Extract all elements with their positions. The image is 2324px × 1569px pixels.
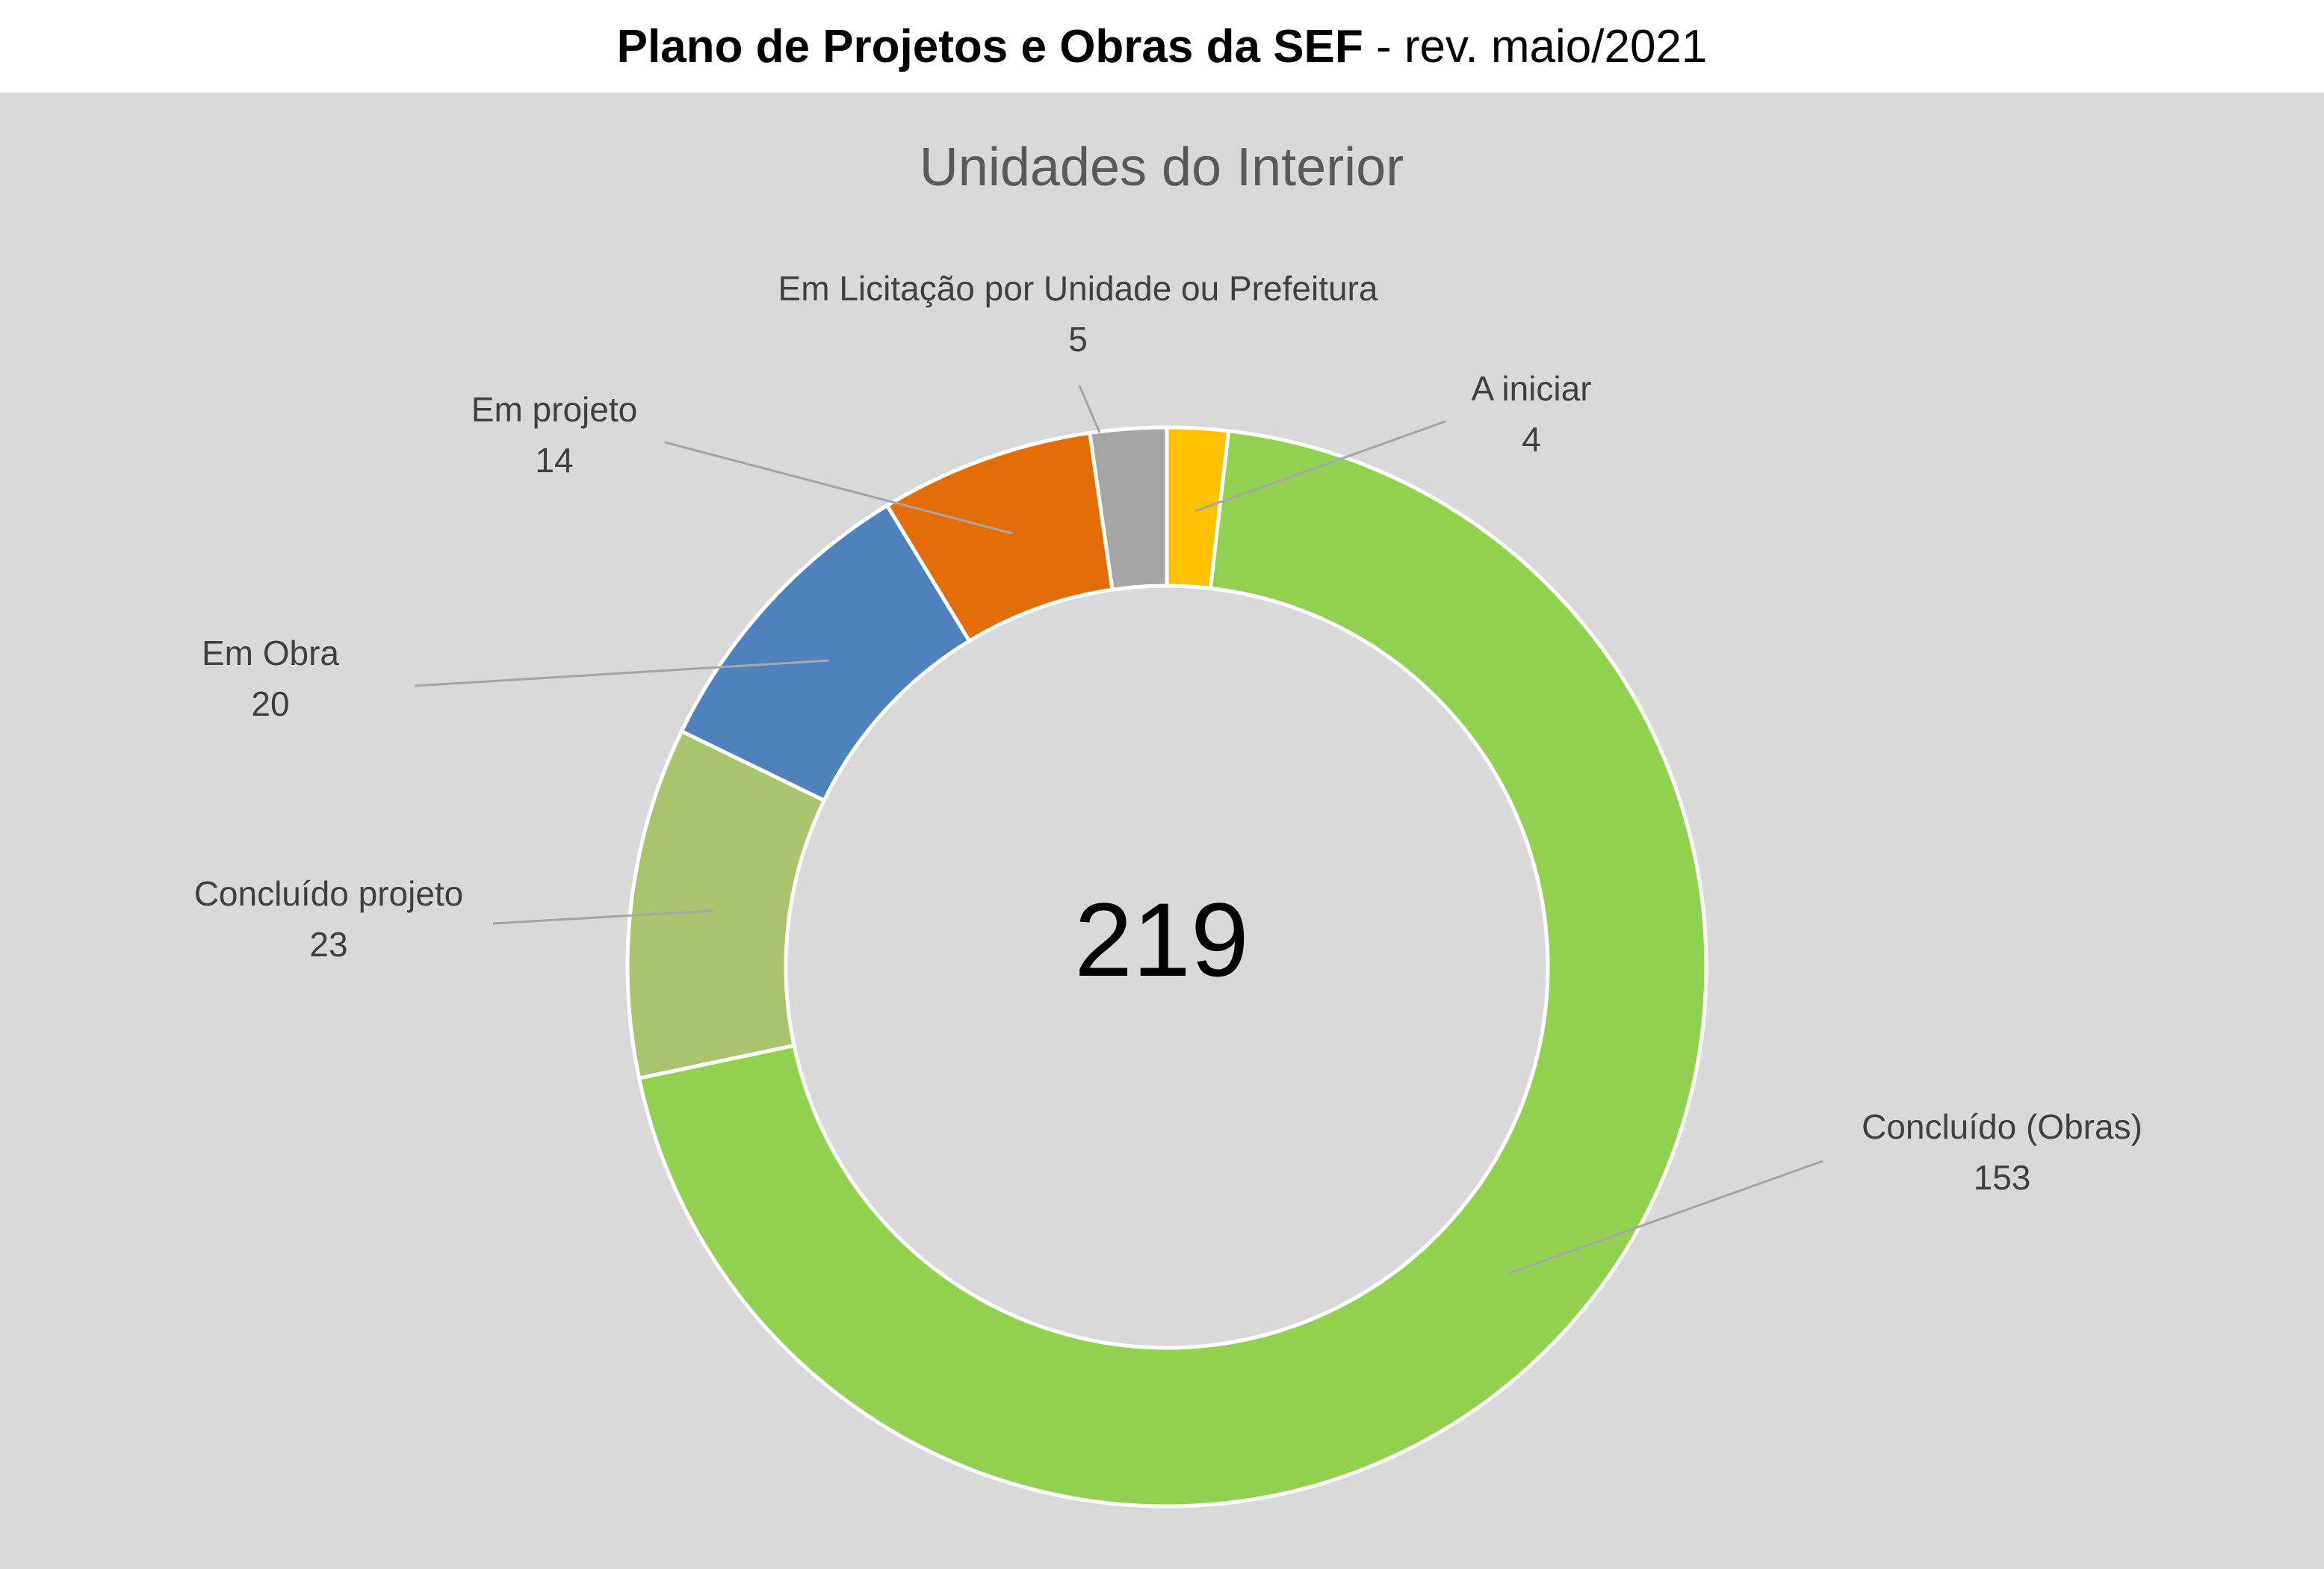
header-title-bold: Plano de Projetos e Obras da SEF [616,20,1363,72]
value-label-a-iniciar: 4 [1522,420,1541,459]
leader-line-a-iniciar [1194,420,1446,513]
labels-group: A iniciar 4 Concluído (Obras) 153 Concluído … [194,269,2142,1197]
center-total-label: 219 [1074,881,1249,998]
leader-line-concluido-obras [1508,1160,1823,1275]
slice-em-licitacao-por-unidade-ou-prefeitura [1087,425,1169,592]
category-label-em-licitacao-por-unidade-ou-prefeitura: Em Licitação por Unidade ou Prefeitura [778,269,1378,308]
value-label-em-licitacao-por-unidade-ou-prefeitura: 5 [1068,320,1088,359]
value-label-em-obra: 20 [251,684,289,723]
doughnut-chart: Unidades do Interior A iniciar 4 Concluído… [194,137,2142,1508]
leader-line-em-projeto [664,441,1013,535]
value-label-concluido-obras: 153 [1974,1158,2031,1197]
leader-line-em-licitacao-por-unidade-ou-prefeitura [1078,385,1101,433]
leader-line-concluido-projeto [492,909,714,925]
category-label-concluido-obras: Concluído (Obras) [1862,1107,2142,1146]
slice-concluido-obras [636,428,1708,1508]
slices-group [625,425,1708,1508]
category-label-concluido-projeto: Concluído projeto [194,874,464,913]
chart-title: Unidades do Interior [920,137,1404,197]
value-label-concluido-projeto: 23 [309,925,347,964]
category-label-em-obra: Em Obra [202,634,339,672]
chart-area: Unidades do Interior A iniciar 4 Concluído… [0,93,2324,1569]
category-label-em-projeto: Em projeto [471,390,637,429]
value-label-em-projeto: 14 [535,441,573,480]
category-label-a-iniciar: A iniciar [1471,369,1591,408]
page-header: Plano de Projetos e Obras da SEF - rev. … [0,0,2324,93]
leader-line-em-obra [414,659,830,687]
leader-lines-group [414,385,1823,1275]
header-title-rest: - rev. maio/2021 [1363,20,1708,72]
